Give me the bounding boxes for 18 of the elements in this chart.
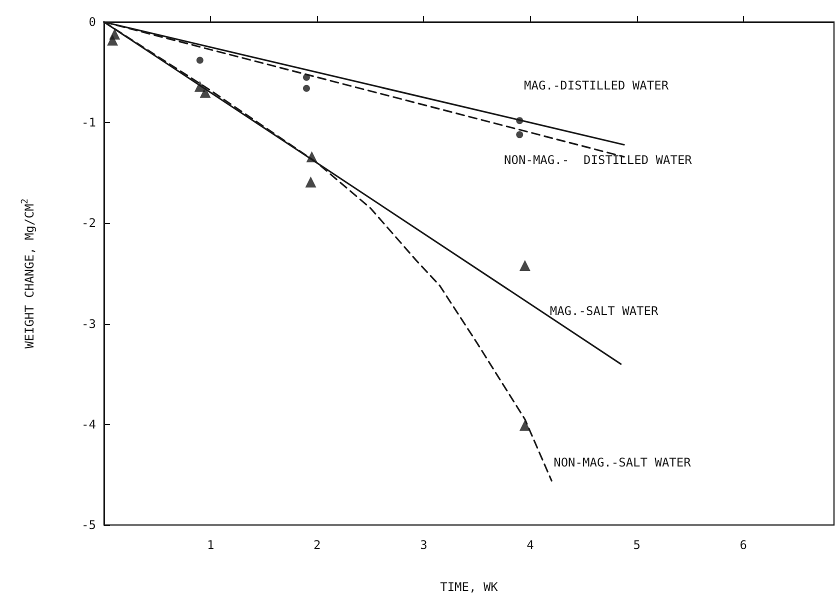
y-tick-label: -1: [82, 116, 96, 130]
text: MAG.-DISTILLED WATER: [524, 78, 670, 93]
y-tick-label: -2: [82, 216, 96, 230]
series-label: MAG.-SALT WATER: [550, 304, 660, 318]
y-axis-title: WEIGHT CHANGE, Mg/CM2: [20, 198, 36, 348]
x-tick-label: 1: [206, 538, 214, 552]
x-tick-label: 5: [633, 538, 640, 552]
x-axis-title: TIME, WK: [440, 580, 499, 594]
y-tick-label: 0: [88, 15, 96, 29]
x-tick-label: 3: [420, 538, 428, 552]
x-tick-label: 2: [314, 538, 321, 552]
series-label: NON-MAG.-SALT WATER: [554, 456, 692, 470]
y-tick-label: -5: [82, 518, 96, 532]
x-tick-label: 6: [740, 538, 748, 552]
y-tick-label: -4: [82, 417, 96, 432]
x-tick-label: 4: [526, 538, 534, 552]
series-label: NON-MAG.- DISTILLED WATER: [504, 152, 693, 167]
y-tick-label: -3: [82, 316, 96, 331]
